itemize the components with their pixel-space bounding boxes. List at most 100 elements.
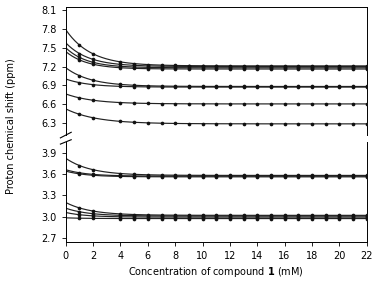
Point: [145, 173, 151, 177]
Point: [282, 64, 288, 68]
Point: [282, 84, 288, 89]
Point: [131, 172, 137, 177]
Point: [145, 216, 151, 221]
Point: [268, 64, 274, 68]
Point: [145, 101, 151, 106]
Point: [200, 67, 206, 71]
Point: [159, 216, 165, 221]
Point: [309, 214, 315, 218]
Point: [76, 57, 82, 62]
Point: [295, 122, 301, 126]
Point: [145, 62, 151, 67]
Point: [159, 121, 165, 126]
Point: [323, 84, 329, 89]
Point: [350, 85, 356, 89]
Point: [117, 214, 123, 219]
Point: [268, 65, 274, 70]
Point: [145, 85, 151, 89]
Point: [159, 174, 165, 179]
Point: [268, 102, 274, 106]
Point: [145, 214, 151, 218]
Point: [295, 216, 301, 221]
Point: [336, 122, 342, 126]
Point: [159, 85, 165, 89]
Point: [76, 112, 82, 117]
Point: [213, 175, 219, 179]
Point: [282, 122, 288, 126]
Point: [200, 101, 206, 106]
Point: [282, 175, 288, 179]
Point: [227, 64, 233, 68]
Point: [159, 174, 165, 178]
Point: [268, 213, 274, 218]
Point: [200, 64, 206, 69]
Point: [268, 85, 274, 89]
Point: [145, 174, 151, 179]
Point: [186, 215, 192, 219]
Point: [241, 67, 247, 71]
Point: [213, 174, 219, 178]
Point: [145, 65, 151, 70]
Point: [90, 52, 96, 56]
Point: [213, 64, 219, 69]
Point: [117, 171, 123, 176]
Point: [172, 215, 178, 219]
Point: [131, 63, 137, 68]
Point: [336, 214, 342, 218]
Point: [117, 82, 123, 87]
Point: [309, 64, 315, 68]
Point: [336, 174, 342, 178]
Point: [117, 62, 123, 67]
Point: [364, 65, 370, 70]
Point: [227, 214, 233, 218]
Point: [90, 172, 96, 177]
Point: [241, 216, 247, 221]
Point: [282, 65, 288, 70]
Point: [227, 67, 233, 71]
Point: [241, 122, 247, 126]
Point: [213, 67, 219, 71]
Point: [227, 65, 233, 70]
Point: [213, 64, 219, 68]
Point: [90, 167, 96, 172]
Point: [117, 100, 123, 105]
Point: [76, 171, 82, 175]
Point: [117, 213, 123, 218]
Point: [76, 43, 82, 47]
Point: [90, 62, 96, 67]
Point: [350, 215, 356, 219]
Point: [90, 98, 96, 103]
Point: [76, 73, 82, 78]
Point: [254, 64, 260, 69]
Point: [309, 174, 315, 178]
Point: [336, 213, 342, 218]
Point: [159, 63, 165, 67]
Point: [364, 64, 370, 68]
Point: [200, 213, 206, 218]
Point: [364, 85, 370, 89]
Point: [336, 65, 342, 70]
Point: [309, 85, 315, 89]
Point: [309, 175, 315, 179]
Point: [159, 67, 165, 71]
Point: [336, 64, 342, 68]
Point: [186, 213, 192, 218]
Point: [200, 216, 206, 221]
Point: [241, 173, 247, 178]
Point: [336, 102, 342, 106]
Point: [172, 85, 178, 89]
Point: [227, 122, 233, 126]
Point: [200, 63, 206, 68]
Point: [254, 214, 260, 218]
Point: [350, 173, 356, 178]
Point: [350, 213, 356, 218]
Point: [172, 67, 178, 71]
Point: [336, 64, 342, 69]
Point: [131, 216, 137, 221]
Point: [323, 85, 329, 89]
Point: [227, 85, 233, 89]
Point: [309, 84, 315, 89]
Point: [200, 84, 206, 89]
Point: [323, 174, 329, 178]
Point: [282, 174, 288, 178]
